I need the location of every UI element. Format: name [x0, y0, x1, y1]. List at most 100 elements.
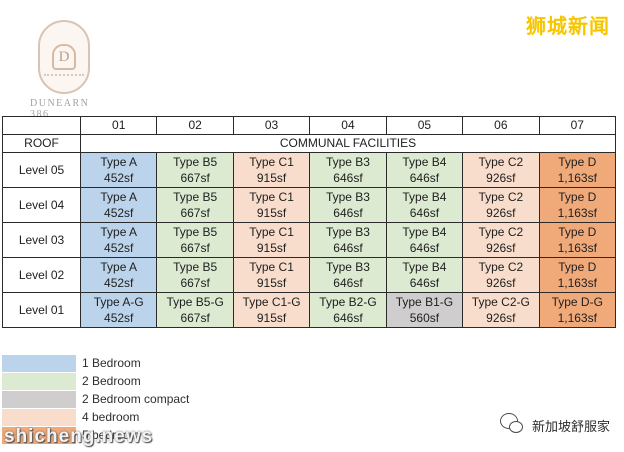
unit-cell: Type A 452sf	[79, 187, 158, 223]
unit-type: Type C2	[478, 260, 524, 274]
unit-type: Type B5	[173, 225, 218, 239]
unit-cell: Type B3 646sf	[309, 152, 387, 188]
unit-cell: Type C1 915sf	[232, 187, 311, 223]
unit-type: Type C2-G	[471, 295, 530, 309]
unit-cell: Type B5 667sf	[156, 152, 234, 188]
unit-header-row: 01 02 03 04 05 06 07	[2, 116, 617, 135]
communal-facilities-cell: COMMUNAL FACILITIES	[80, 134, 616, 153]
level-label: Level 01	[2, 292, 81, 328]
unit-type: Type C1	[249, 190, 294, 204]
unit-column-header: 07	[538, 116, 617, 135]
unit-cell: Type C2 926sf	[462, 222, 540, 258]
unit-column-header: 01	[79, 116, 158, 135]
level-label: Level 03	[2, 222, 81, 258]
unit-size: 560sf	[409, 311, 440, 325]
unit-size: 646sf	[409, 241, 440, 255]
unit-type: Type A	[100, 225, 138, 239]
unit-size: 1,163sf	[557, 311, 597, 325]
unit-cell: Type C2 926sf	[462, 257, 540, 293]
unit-type: Type D-G	[551, 295, 603, 309]
unit-cell: Type B2-G 646sf	[309, 292, 387, 328]
unit-type: Type A-G	[93, 295, 144, 309]
wechat-icon	[500, 413, 523, 433]
unit-size: 1,163sf	[557, 241, 597, 255]
unit-size: 452sf	[104, 241, 134, 255]
unit-cell: Type B5 667sf	[156, 257, 234, 293]
legend-swatch	[2, 409, 76, 426]
unit-size: 926sf	[486, 241, 516, 255]
unit-cell: Type D 1,163sf	[538, 257, 617, 293]
legend-swatch	[2, 355, 76, 372]
unit-cell: Type D-G 1,163sf	[538, 292, 617, 328]
unit-type: Type C2	[478, 155, 524, 169]
legend-label: 1 Bedroom	[82, 356, 141, 370]
unit-cell: Type C2-G 926sf	[462, 292, 540, 328]
unit-size: 926sf	[486, 206, 516, 220]
unit-size: 452sf	[104, 276, 134, 290]
legend-item: 2 Bedroom compact	[2, 390, 192, 408]
unit-type: Type C1	[249, 260, 294, 274]
legend-swatch	[2, 391, 76, 408]
logo-letter: D	[52, 44, 76, 70]
floor-plan-stack-table: 01 02 03 04 05 06 07 ROOF COMMUNAL FACILITIES …	[2, 116, 617, 328]
unit-cell: Type A 452sf	[79, 152, 158, 188]
source-watermark-top: 狮城新闻	[526, 16, 610, 38]
unit-size: 667sf	[180, 276, 210, 290]
legend-item: 2 Bedroom	[2, 372, 192, 390]
unit-cell: Type B5-G 667sf	[156, 292, 234, 328]
brand-logo: D	[38, 20, 90, 94]
roof-label: ROOF	[2, 134, 81, 153]
unit-size: 926sf	[486, 276, 516, 290]
unit-type: Type C2	[478, 190, 524, 204]
unit-cell: Type A-G 452sf	[79, 292, 158, 328]
unit-size: 646sf	[409, 171, 440, 185]
unit-type: Type B5	[173, 260, 218, 274]
unit-type: Type B4	[402, 225, 447, 239]
unit-cell: Type C2 926sf	[462, 187, 540, 223]
unit-type: Type B4	[402, 260, 447, 274]
unit-type: Type D	[558, 190, 597, 204]
unit-size: 452sf	[104, 171, 134, 185]
unit-size: 915sf	[256, 171, 287, 185]
unit-size: 926sf	[486, 171, 516, 185]
legend-label: 5 bedroom	[82, 428, 140, 442]
unit-cell: Type B4 646sf	[385, 187, 464, 223]
unit-size: 915sf	[256, 241, 287, 255]
unit-size: 646sf	[409, 276, 440, 290]
unit-type: Type B3	[325, 155, 370, 169]
level-label: Level 05	[2, 152, 81, 188]
brand-name: DUNEARN 386	[30, 98, 90, 120]
unit-cell: Type D 1,163sf	[538, 187, 617, 223]
unit-cell: Type C1 915sf	[232, 257, 311, 293]
level-label: Level 04	[2, 187, 81, 223]
roof-row: ROOF COMMUNAL FACILITIES	[2, 134, 616, 153]
unit-size: 646sf	[333, 241, 363, 255]
unit-size: 646sf	[333, 206, 363, 220]
legend-label: 2 Bedroom	[82, 374, 141, 388]
unit-size: 915sf	[256, 311, 287, 325]
unit-type: Type A	[100, 260, 138, 274]
unit-cell: Type B1-G 560sf	[385, 292, 464, 328]
unit-type: Type B2-G	[319, 295, 377, 309]
unit-type: Type B5-G	[166, 295, 224, 309]
legend-item: 1 Bedroom	[2, 354, 192, 372]
unit-cell: Type C1-G 915sf	[232, 292, 311, 328]
level-label: Level 02	[2, 257, 81, 293]
bedroom-legend: 1 Bedroom 2 Bedroom 2 Bedroom compact 4 bed…	[2, 354, 192, 444]
unit-size: 915sf	[256, 276, 287, 290]
level-row: Level 01 Type A-G 452sf Type B5-G 667sf Type …	[2, 292, 617, 328]
unit-type: Type D	[558, 155, 597, 169]
unit-column-header: 06	[462, 116, 540, 135]
unit-cell: Type B3 646sf	[309, 187, 387, 223]
unit-size: 667sf	[180, 171, 210, 185]
unit-column-header: 03	[232, 116, 311, 135]
unit-cell: Type B3 646sf	[309, 257, 387, 293]
unit-type: Type B1-G	[395, 295, 454, 309]
unit-cell: Type A 452sf	[79, 257, 158, 293]
unit-cell: Type A 452sf	[79, 222, 158, 258]
legend-swatch	[2, 427, 76, 444]
unit-type: Type B5	[173, 155, 218, 169]
unit-size: 646sf	[333, 276, 363, 290]
unit-cell: Type B5 667sf	[156, 222, 234, 258]
unit-cell: Type C2 926sf	[462, 152, 540, 188]
